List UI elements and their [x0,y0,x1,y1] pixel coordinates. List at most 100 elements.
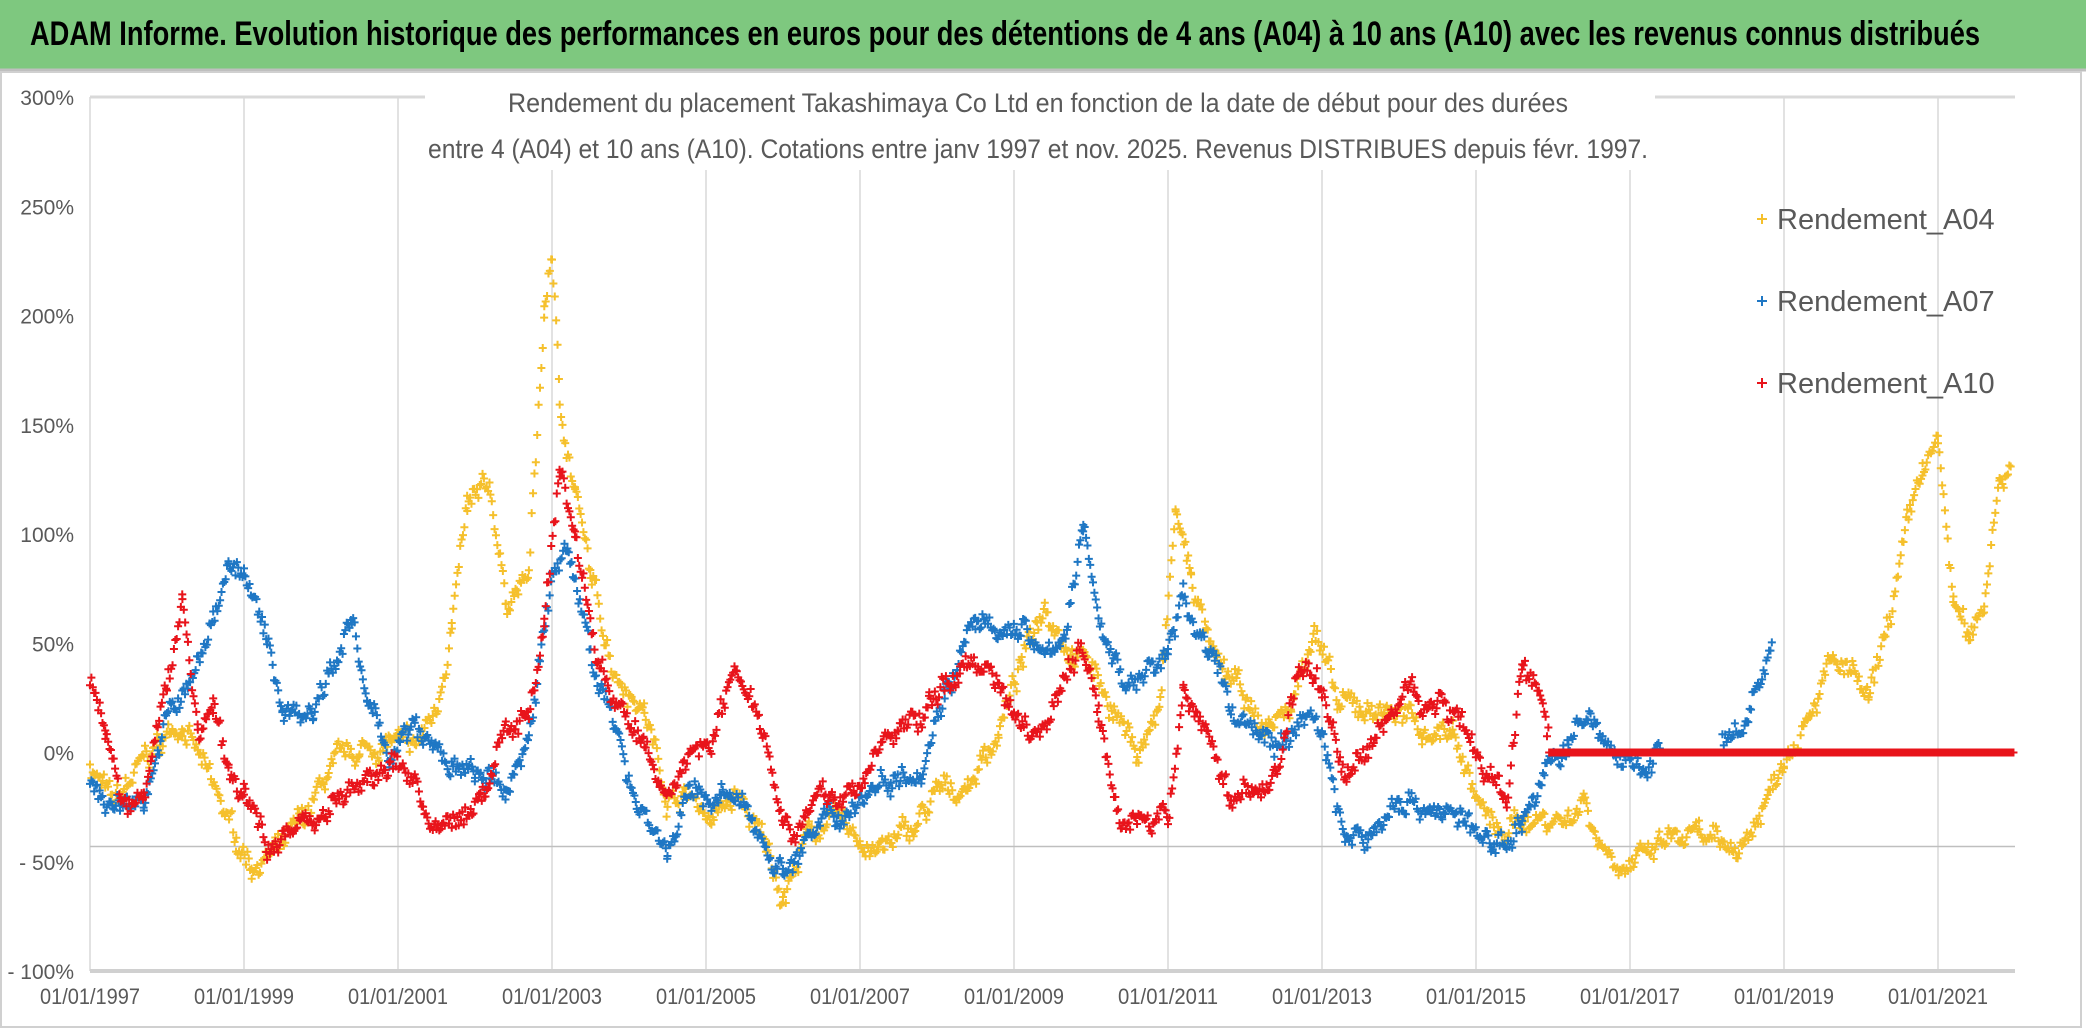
data-point [1999,483,2008,492]
data-point [205,760,214,769]
data-point [1632,851,1641,860]
data-point [1134,758,1143,767]
data-point [579,528,588,537]
data-point [1180,685,1189,694]
data-point [617,742,626,751]
data-point [573,587,582,596]
data-point [1262,780,1271,789]
legend-label: Rendement_A04 [1777,204,1995,236]
data-point [340,797,349,806]
data-point [1450,810,1459,819]
data-point [358,675,367,684]
data-point [1000,713,1009,722]
data-point [1519,661,1528,670]
data-point [369,749,378,758]
data-point [519,745,528,754]
data-point [524,731,533,740]
data-point [557,412,566,421]
data-point [515,716,524,725]
data-point [1209,646,1218,655]
data-point [811,791,820,800]
data-point [1533,792,1542,801]
data-point [370,700,379,709]
data-point [1910,491,1919,500]
data-point [1564,740,1573,749]
data-point [1654,738,1663,747]
data-point [1555,760,1564,769]
data-point [1372,733,1381,742]
data-point [232,833,241,842]
data-point [1200,617,1209,626]
series-layer [86,255,2018,910]
data-point [1196,600,1205,609]
data-point [105,776,114,785]
data-point [1486,762,1495,771]
data-point [354,657,363,666]
data-point [1590,827,1599,836]
data-point [1011,715,1020,724]
data-point [667,790,676,799]
data-point [553,340,562,349]
data-point [1289,694,1298,703]
data-point [1564,806,1573,815]
data-point [1090,685,1099,694]
data-point [419,802,428,811]
data-point [396,738,405,747]
data-point [514,757,523,766]
data-point [904,720,913,729]
data-point [444,644,453,653]
data-point [681,765,690,774]
data-point [566,472,575,481]
data-point [1762,795,1771,804]
data-point [1586,822,1595,831]
data-point [252,809,261,818]
data-point [888,842,897,851]
data-point [1154,815,1163,824]
data-point [550,518,559,527]
data-point [239,779,248,788]
data-point [1111,793,1120,802]
data-point [631,798,640,807]
data-point [1103,752,1112,761]
data-point [449,604,458,613]
data-point [1270,752,1279,761]
data-point [917,775,926,784]
data-point [456,541,465,550]
data-point [435,694,444,703]
data-point [492,742,501,751]
data-point [1401,810,1410,819]
chart-title-box [425,78,1655,170]
data-point [296,718,305,727]
data-point [1247,723,1256,732]
data-point [341,626,350,635]
data-point [466,805,475,814]
data-point [1014,665,1022,674]
data-point [1198,628,1207,637]
data-point [1288,700,1297,709]
data-point [427,718,436,727]
data-point [1140,735,1149,744]
data-point [798,840,807,849]
data-point [867,761,876,770]
data-point [1866,689,1875,698]
data-point [1431,731,1440,740]
data-point [1006,696,1015,705]
data-point [545,569,554,578]
data-point [360,684,369,693]
data-point [140,741,149,750]
data-point [450,754,459,763]
data-point [654,754,663,763]
data-point [305,812,314,821]
data-point [1649,854,1658,863]
data-point [707,806,716,815]
data-point [880,775,889,784]
data-point [1031,617,1040,626]
data-point [594,657,603,666]
data-point [346,788,355,797]
data-point [1431,710,1440,718]
data-point [468,810,477,819]
data-point [1414,697,1423,706]
data-point [1881,632,1890,641]
data-point [1082,533,1091,542]
data-point [806,806,815,815]
